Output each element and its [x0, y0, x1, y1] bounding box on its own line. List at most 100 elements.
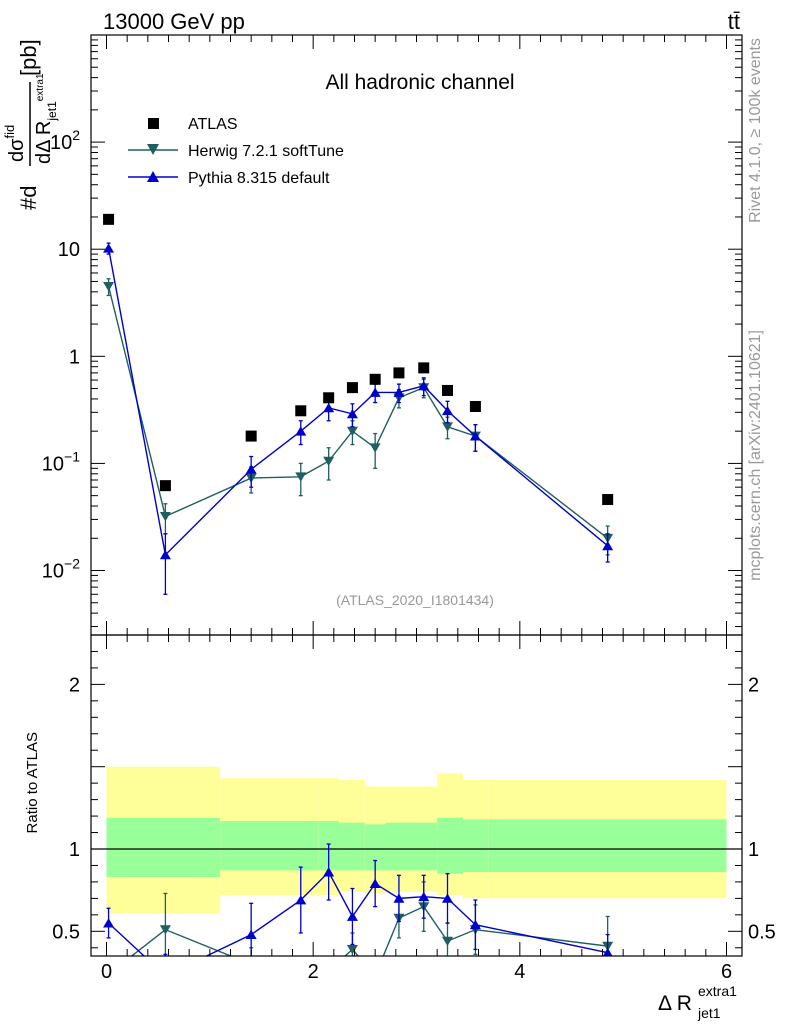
ratio-panel: 0.5 0.5 1 1 2 2 0 2 4 6 Ratio to ATLAS Δ R jet1 e…	[24, 634, 776, 1021]
pythia-ratio-point	[602, 947, 613, 956]
atlas-point	[418, 362, 430, 374]
x-tick-label: 2	[308, 961, 319, 983]
herwig-point	[159, 512, 171, 522]
pythia-point	[245, 464, 257, 474]
pythia-point	[418, 380, 430, 391]
pythia-ratio-point	[346, 911, 358, 921]
atlas-point	[469, 400, 481, 412]
pythia-ratio-point	[160, 971, 171, 980]
rivet-version-label: Rivet 4.1.0, ≥ 100k events	[747, 38, 764, 223]
herwig-ratio-point	[442, 936, 453, 947]
ratio-inner-band	[437, 817, 463, 874]
pythia-point	[602, 540, 614, 551]
ratio-y-tick-label: 2	[69, 674, 80, 696]
pythia-ratio-point	[295, 895, 307, 905]
svg-text:Δ R: Δ R	[658, 992, 692, 1015]
svg-text:jet1: jet1	[697, 1005, 721, 1021]
atlas-point	[295, 405, 307, 417]
pythia-point	[295, 426, 307, 436]
main-title: All hadronic channel	[325, 71, 514, 94]
main-y-axis-label: #d dσfid dΔ Rjet1extra1 [pb]	[2, 39, 59, 210]
herwig-ratio-point	[295, 970, 306, 979]
main-y-tick-label: 1	[69, 346, 80, 368]
herwig-point	[295, 472, 307, 482]
herwig-ratio-point	[159, 925, 171, 935]
ratio-y-tick-label-right: 0.5	[748, 921, 776, 943]
herwig-line	[107, 286, 609, 539]
ratio-inner-band	[463, 819, 489, 873]
herwig-ratio-point	[370, 971, 381, 980]
ratio-inner-band	[385, 822, 417, 871]
ratio-inner-band	[339, 822, 365, 871]
pythia-point	[159, 549, 171, 560]
pythia-point	[346, 408, 358, 419]
ratio-y-tick-label-right: 1	[748, 839, 759, 861]
x-tick-label: 4	[514, 961, 525, 983]
main-y-tick-label: 10−2	[42, 556, 80, 583]
ratio-y-tick-label-right: 2	[748, 674, 759, 696]
ratio-inner-band	[416, 822, 438, 871]
legend-marker-atlas	[148, 118, 159, 129]
ratio-y-tick-label: 0.5	[52, 921, 80, 943]
ratio-inner-band	[220, 821, 319, 871]
collision-energy-label: 13000 GeV pp	[103, 9, 245, 34]
pythia-ratio-point	[442, 893, 453, 903]
legend-label-herwig: Herwig 7.2.1 softTune	[188, 143, 344, 160]
atlas-point	[159, 480, 171, 492]
pythia-ratio-point	[418, 891, 430, 902]
atlas-point	[346, 382, 358, 394]
atlas-point	[245, 430, 257, 442]
main-panel: 10−2 10−1 1 10 102 All hadronic channel (ATL…	[2, 34, 743, 636]
mcplots-label: mcplots.cern.ch [arXiv:2401.10621]	[747, 330, 764, 581]
pythia-point	[469, 431, 481, 441]
atlas-point	[602, 494, 614, 506]
herwig-point	[369, 443, 381, 453]
ratio-inner-band	[106, 817, 221, 877]
atlas-point	[393, 367, 405, 379]
ratio-y-axis-label: Ratio to ATLAS	[24, 732, 41, 833]
herwig-ratio-point	[346, 945, 358, 955]
x-tick-label: 6	[721, 961, 732, 983]
pythia-ratio-point	[393, 893, 405, 903]
svg-text:dσfid: dσfid	[2, 125, 28, 162]
main-y-tick-label: 10	[58, 239, 80, 261]
pythia-ratio-point	[245, 929, 257, 939]
main-y-tick-label: 10−1	[42, 448, 80, 475]
herwig-point	[103, 281, 115, 292]
pythia-point	[442, 405, 453, 416]
pythia-ratio-point	[469, 919, 481, 930]
main-y-tick-label: 102	[50, 127, 80, 154]
atlas-point	[442, 384, 453, 396]
pythia-ratio-point	[323, 867, 335, 877]
svg-text:[pb]: [pb]	[16, 39, 41, 76]
atlas-point	[369, 373, 381, 385]
herwig-point	[442, 422, 453, 432]
pythia-point	[369, 387, 381, 397]
legend-marker-herwig	[147, 144, 159, 155]
pythia-point	[323, 402, 335, 413]
atlas-point	[323, 392, 335, 404]
legend-label-atlas: ATLAS	[188, 116, 238, 133]
herwig-point	[346, 426, 358, 437]
svg-text:#d: #d	[16, 186, 41, 210]
legend-marker-pythia	[147, 171, 159, 182]
process-label: tt̄	[728, 9, 740, 34]
x-axis-label: Δ R jet1 extra1	[658, 983, 737, 1021]
svg-text:extra1: extra1	[698, 983, 737, 999]
pythia-ratio-point	[369, 878, 381, 888]
herwig-point	[323, 456, 335, 467]
analysis-id-annotation: (ATLAS_2020_I1801434)	[336, 592, 494, 608]
herwig-ratio-point	[246, 960, 257, 969]
pythia-point	[393, 387, 405, 397]
herwig-ratio-line	[130, 905, 608, 956]
legend-label-pythia: Pythia 8.315 default	[188, 170, 330, 187]
x-tick-label: 0	[101, 961, 112, 983]
ratio-y-tick-label: 1	[69, 839, 80, 861]
atlas-point	[103, 213, 115, 225]
ratio-inner-band	[364, 824, 386, 871]
pythia-ratio-point	[103, 918, 115, 928]
ratio-inner-band	[488, 819, 727, 873]
pythia-point	[103, 243, 115, 253]
legend: ATLAS Herwig 7.2.1 softTune Pythia 8.315…	[128, 116, 344, 187]
